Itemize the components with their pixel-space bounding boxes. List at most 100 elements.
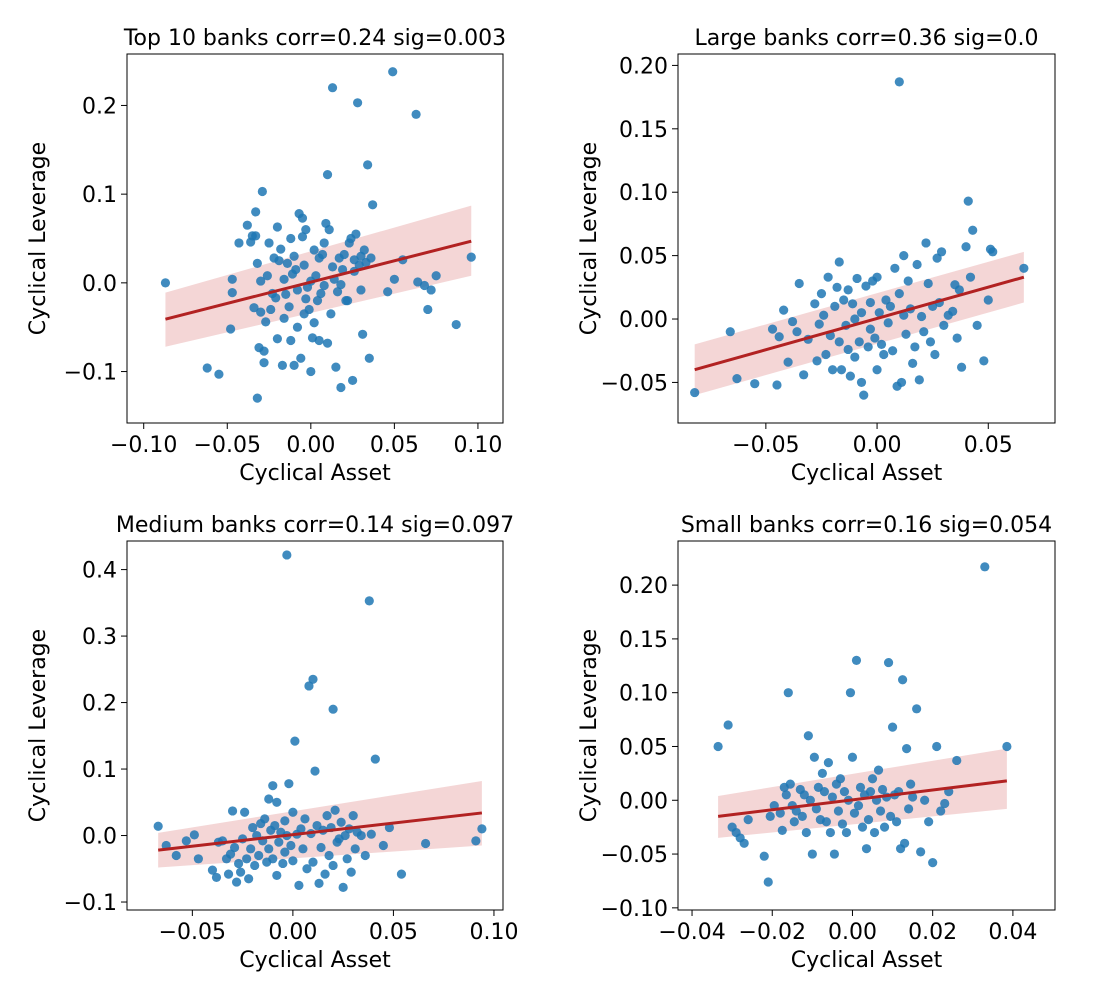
scatter-point (211, 872, 222, 883)
scatter-point (466, 252, 476, 262)
scatter-point (874, 308, 884, 318)
scatter-point (857, 822, 868, 832)
scatter-point (364, 596, 374, 606)
scatter-point (268, 854, 278, 864)
scatter-point (723, 720, 733, 730)
scatter-point (272, 334, 282, 344)
x-tick-label: −0.04 (658, 920, 725, 945)
scatter-point (389, 274, 399, 284)
scatter-point (227, 274, 237, 284)
scatter-point (852, 273, 862, 284)
scatter-point (314, 878, 324, 889)
chart-title: Large banks corr=0.36 sig=0.0 (694, 26, 1038, 51)
regression-line (717, 779, 1008, 818)
scatter-point (956, 362, 967, 372)
scatter-point (419, 280, 430, 291)
scatter-point (264, 794, 274, 804)
y-tick-label: 0.00 (619, 308, 668, 333)
scatter-point (304, 304, 314, 315)
scatter-point (356, 830, 366, 841)
chart-title: Small banks corr=0.16 sig=0.054 (681, 513, 1052, 538)
y-tick-label: 0.20 (619, 574, 668, 599)
scatter-point (348, 810, 358, 821)
scatter-point (774, 332, 784, 342)
scatter-point (296, 824, 306, 834)
scatter-point (256, 276, 266, 286)
y-tick-label: 0.20 (619, 54, 668, 79)
scatter-point (327, 262, 338, 272)
scatter-point (902, 744, 912, 754)
scatter-point (331, 362, 341, 372)
scatter-point (732, 374, 742, 384)
scatter-point (811, 804, 821, 814)
scatter-point (317, 249, 328, 260)
y-tick-label: 0.1 (82, 758, 117, 783)
scatter-point (342, 295, 353, 306)
scatter-point (276, 244, 286, 254)
y-tick-label: −0.10 (601, 897, 668, 922)
scatter-point (229, 842, 240, 853)
scatter-point (193, 854, 203, 864)
x-tick-label: 0.00 (268, 920, 317, 945)
scatter-point (189, 830, 199, 840)
y-axis-label: Cyclical Leverage (577, 629, 602, 822)
scatter-point (825, 827, 836, 838)
axes-frame (126, 53, 504, 424)
y-tick-label: −0.1 (64, 361, 117, 386)
scatter-point (819, 787, 829, 797)
scatter-point (872, 365, 882, 375)
y-tick-label: 0.00 (619, 789, 668, 814)
y-tick-label: −0.05 (601, 843, 668, 868)
scatter-point (690, 387, 700, 398)
scatter-point (252, 393, 262, 403)
scatter-point (779, 305, 789, 315)
scatter-point (891, 817, 902, 827)
scatter-point (850, 314, 860, 324)
scatter-point (288, 807, 298, 817)
scatter-point (1002, 741, 1012, 752)
scatter-point (451, 319, 461, 330)
scatter-point (301, 225, 311, 235)
scatter-point (272, 222, 282, 232)
scatter-point (322, 810, 332, 821)
x-axis-label: Cyclical Asset (239, 948, 391, 973)
scatter-point (772, 380, 782, 390)
y-tick-label: 0.3 (82, 625, 117, 650)
scatter-point (894, 289, 904, 299)
scatter-point (912, 259, 922, 270)
scatter-point (339, 249, 349, 260)
scatter-point (899, 251, 909, 261)
scatter-point (248, 822, 258, 833)
x-tick-label: 0.05 (964, 433, 1013, 458)
scatter-point (851, 655, 862, 666)
scatter-point (278, 858, 288, 869)
scatter-point (426, 285, 436, 295)
scatter-point (783, 357, 793, 367)
subplot-2: −0.05 0.00 0.05 −0.05 0.00 0.05 0.10 0.15 0.20 La… (577, 26, 1056, 486)
scatter-point (836, 365, 847, 375)
scatter-point (322, 170, 333, 180)
scatter-point (340, 830, 350, 841)
scatter-point (837, 819, 848, 829)
scatter-point (713, 741, 723, 752)
scatter-point (477, 824, 487, 834)
chart-title: Top 10 banks corr=0.24 sig=0.003 (123, 26, 506, 51)
scatter-point (807, 849, 817, 859)
scatter-point (264, 844, 274, 854)
scatter-point (787, 316, 798, 327)
scatter-point (775, 808, 785, 818)
scatter-point (876, 339, 887, 349)
scatter-point (308, 674, 318, 684)
scatter-point (914, 375, 924, 385)
scatter-point (865, 324, 875, 334)
scatter-point (919, 327, 929, 337)
regression-line (694, 275, 1025, 372)
scatter-point (324, 225, 334, 235)
scatter-point (268, 781, 278, 791)
scatter-point (359, 245, 369, 255)
y-tick-label: 0.2 (82, 94, 117, 119)
scatter-point (254, 850, 264, 861)
scatter-point (823, 758, 834, 768)
y-tick-label: 0.15 (619, 118, 668, 143)
scatter-point (244, 874, 254, 884)
